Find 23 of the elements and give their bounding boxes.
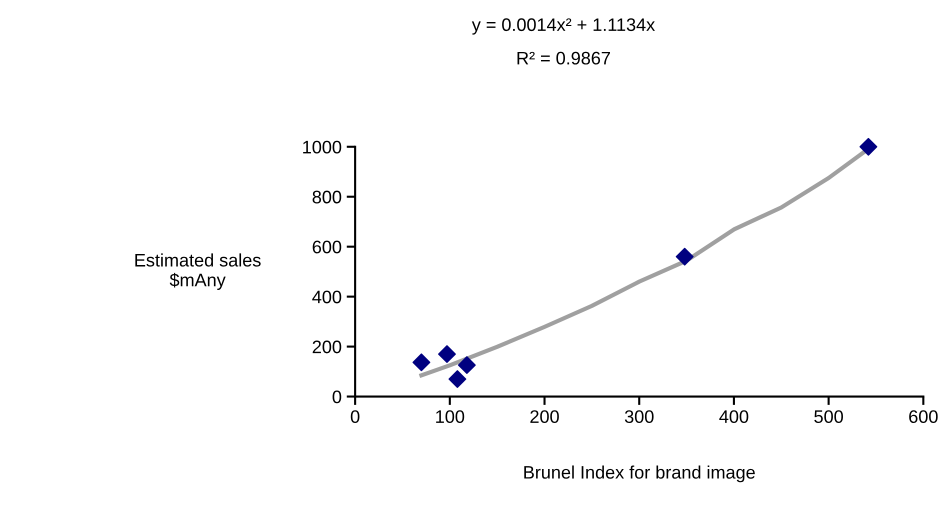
x-tick-label: 200 (530, 410, 559, 424)
point (458, 356, 476, 374)
point (676, 248, 694, 266)
x-tick-label: 0 (350, 410, 360, 424)
x-tick-label: 400 (719, 410, 748, 424)
x-tick-label: 300 (624, 410, 654, 424)
x-tick-label: 600 (909, 410, 938, 424)
point (412, 353, 430, 372)
x-axis-title: Brunel Index for brand image (524, 465, 755, 482)
y-tick-label: 200 (312, 340, 342, 354)
y-tick-label: 0 (332, 390, 342, 404)
y-axis-title: Estimated sales $mAny (135, 253, 261, 290)
chart-title: y = 0.0014x² + 1.1134x (472, 18, 655, 35)
y-tick-label: 600 (312, 240, 342, 254)
y-tick-label: 800 (312, 190, 342, 204)
point (448, 370, 466, 388)
x-tick-label: 500 (814, 410, 843, 424)
chart-subtitle: R² = 0.9867 (518, 52, 610, 65)
point (438, 345, 456, 363)
x-tick-label: 100 (436, 410, 464, 424)
y-tick-label: 400 (312, 290, 342, 304)
point (859, 138, 878, 156)
y-tick-label: 1000 (303, 140, 342, 154)
